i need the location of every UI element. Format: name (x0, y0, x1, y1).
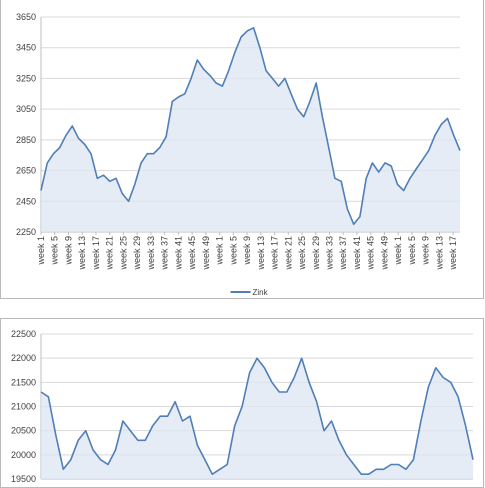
x-tick-label: week 45 (187, 236, 197, 271)
x-tick-label: week 29 (132, 236, 142, 271)
x-tick-label: week 9 (421, 236, 431, 266)
y-tick-label: 20000 (11, 450, 36, 460)
y-tick-label: 22000 (11, 353, 36, 363)
y-tick-label: 22500 (11, 329, 36, 339)
x-tick-label: week 17 (448, 236, 458, 271)
second-chart: 19500 20000 20500 21000 21500 22000 22500 (11, 329, 474, 484)
y-tick-label: 3450 (16, 43, 36, 53)
x-tick-label: week 17 (270, 236, 280, 271)
x-tick-label: week 49 (379, 236, 389, 271)
y-tick-label: 3050 (16, 104, 36, 114)
x-tick-label: week 29 (311, 236, 321, 271)
series-line (40, 357, 474, 475)
x-tick-label: week 41 (352, 236, 362, 271)
x-tick-label: week 9 (63, 236, 73, 266)
x-tick-label: week 13 (434, 236, 444, 271)
y-tick-label: 21500 (11, 377, 36, 387)
x-tick-label: week 5 (50, 236, 60, 266)
x-tick-label: week 33 (324, 236, 334, 271)
x-tick-label: week 17 (91, 236, 101, 271)
x-tick-label: week 5 (407, 236, 417, 266)
zink-chart-panel: 2250 2450 2650 2850 3050 3250 3450 3650 week 1 we… (0, 0, 484, 299)
x-tick-label: week 37 (338, 236, 348, 271)
x-tick-label: week 21 (105, 236, 115, 271)
x-tick-label: week 9 (242, 236, 252, 266)
x-tick-label: week 25 (118, 236, 128, 271)
legend-label: Zink (253, 288, 269, 297)
x-tick-label: week 33 (146, 236, 156, 271)
x-tick-label: week 49 (201, 236, 211, 271)
series-area (41, 358, 473, 479)
x-tick-label: week 45 (366, 236, 376, 271)
y-tick-label: 3650 (16, 12, 36, 22)
y-tick-label: 3250 (16, 73, 36, 83)
x-tick-label: week 1 (36, 236, 46, 266)
y-tick-label: 21000 (11, 402, 36, 412)
y-tick-label: 19500 (11, 474, 36, 484)
x-tick-label: week 37 (160, 236, 170, 271)
x-tick-label: week 5 (228, 236, 238, 266)
series-area (41, 27, 460, 232)
x-tick-label: week 13 (77, 236, 87, 271)
second-chart-panel: 19500 20000 20500 21000 21500 22000 22500 (0, 318, 484, 488)
y-tick-label: 20500 (11, 426, 36, 436)
x-tick-label: week 1 (215, 236, 225, 266)
y-tick-label: 2250 (16, 227, 36, 237)
series-line (40, 27, 461, 226)
y-tick-label: 2850 (16, 135, 36, 145)
x-tick-label: week 25 (297, 236, 307, 271)
y-tick-label: 2450 (16, 196, 36, 206)
y-tick-label: 2650 (16, 166, 36, 176)
x-tick-label: week 41 (173, 236, 183, 271)
x-tick-label: week 13 (256, 236, 266, 271)
x-tick-label: week 1 (393, 236, 403, 266)
x-tick-label: week 21 (283, 236, 293, 271)
